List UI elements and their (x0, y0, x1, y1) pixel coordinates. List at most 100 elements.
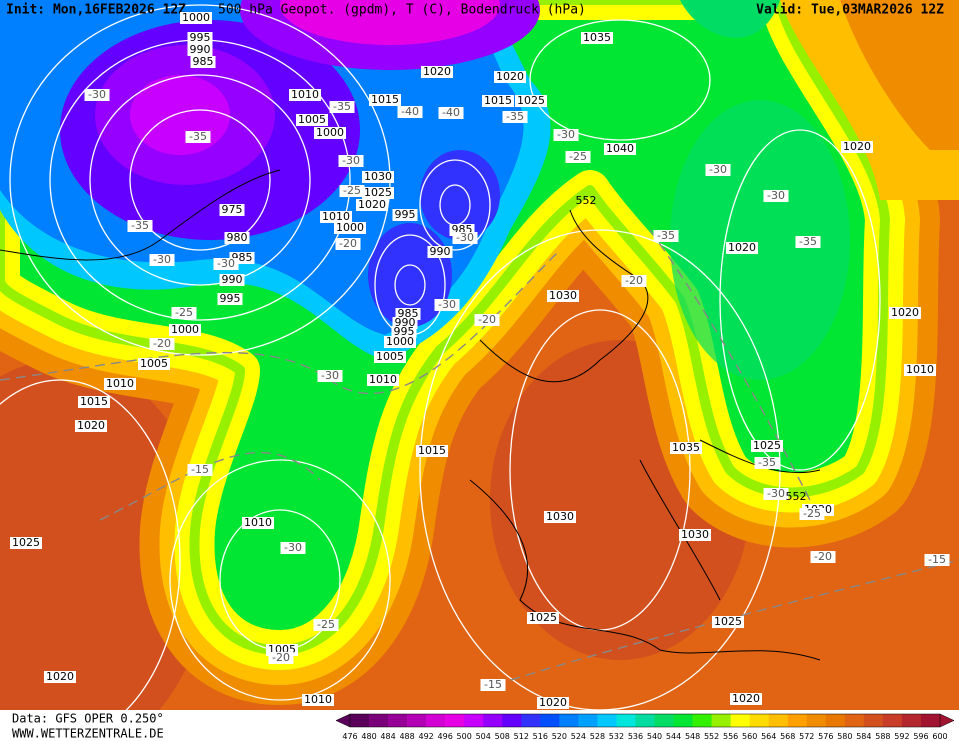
pressure-label: 1000 (316, 126, 344, 139)
colorbar-bin (597, 714, 617, 727)
pressure-label: 1000 (386, 335, 414, 348)
temperature-label: -15 (484, 678, 502, 691)
pressure-label-bg (219, 274, 245, 286)
pressure-label: 1020 (423, 65, 451, 78)
temperature-label-bg (452, 232, 478, 244)
pressure-label-bg (217, 293, 243, 305)
pressure-label-bg (320, 211, 352, 223)
temperature-label-bg (474, 314, 500, 326)
pressure-label-bg (302, 694, 334, 706)
data-source: Data: GFS OPER 0.250° (12, 712, 164, 726)
pressure-label-bg (104, 378, 136, 390)
colorbar-bin (730, 714, 750, 727)
pressure-label: 1010 (244, 516, 272, 529)
temperature-label-bg (397, 106, 423, 118)
temperature-label: -20 (339, 237, 357, 250)
pressure-label: 990 (430, 245, 451, 258)
pressure-label-bg (604, 143, 636, 155)
pressure-label-bg (78, 396, 110, 408)
height-label: 552 (786, 490, 807, 503)
colorbar-tick-label: 576 (818, 732, 833, 741)
pressure-label: 975 (222, 203, 243, 216)
pressure-label: 1015 (371, 93, 399, 106)
temperature-label-bg (127, 220, 153, 232)
temperature-label: -35 (657, 229, 675, 242)
colorbar-tick-label: 560 (742, 732, 757, 741)
pressure-label: 995 (220, 292, 241, 305)
pressure-label: 990 (190, 43, 211, 56)
temperature-label: -35 (506, 110, 524, 123)
pressure-label-bg (296, 114, 328, 126)
temperature-label: -20 (478, 313, 496, 326)
colorbar-tick-label: 592 (894, 732, 909, 741)
colorbar-bin (844, 714, 865, 727)
pressure-label-bg (547, 290, 579, 302)
pressure-label: 1000 (182, 11, 210, 24)
temperature-label-bg (705, 164, 731, 176)
field-green (0, 0, 780, 38)
colorbar-tick-label: 564 (761, 732, 776, 741)
pressure-label: 1010 (369, 373, 397, 386)
pressure-label-bg (190, 56, 216, 68)
temperature-label: -30 (284, 541, 302, 554)
colorbar-tick-label: 476 (342, 732, 357, 741)
pressure-label-bg (527, 612, 559, 624)
pressure-label-bg (679, 529, 711, 541)
pressure-label-bg (581, 32, 613, 44)
temperature-label-bg (795, 236, 821, 248)
pressure-label-bg (314, 127, 346, 139)
pressure-label: 1020 (728, 241, 756, 254)
colorbar-tick-label: 568 (780, 732, 795, 741)
temperature-label: -30 (767, 189, 785, 202)
pressure-label: 995 (190, 31, 211, 44)
temperature-label: -15 (928, 553, 946, 566)
temperature-label: -30 (88, 88, 106, 101)
colorbar-tick-label: 512 (514, 732, 529, 741)
colorbar-tick-label: 548 (685, 732, 700, 741)
pressure-label-bg (10, 537, 42, 549)
pressure-label-bg (889, 307, 921, 319)
temperature-label-bg (84, 89, 110, 101)
pressure-label-bg (187, 44, 213, 56)
pressure-label: 1030 (546, 510, 574, 523)
pressure-label: 1020 (358, 198, 386, 211)
pressure-label: 1020 (843, 140, 871, 153)
pressure-label: 1035 (672, 441, 700, 454)
colorbar-bin (350, 714, 370, 727)
pressure-label-bg (482, 95, 514, 107)
temperature-label: -20 (272, 651, 290, 664)
colorbar-bin (654, 714, 674, 727)
pressure-label: 1025 (364, 186, 392, 199)
colorbar-tick-label: 572 (799, 732, 814, 741)
temperature-label-bg (763, 488, 789, 500)
pressure-label-bg (242, 517, 274, 529)
temperature-label-bg (502, 111, 528, 123)
field-green (670, 100, 850, 380)
colorbar-tick-label: 500 (457, 732, 472, 741)
temperature-label-bg (438, 107, 464, 119)
pressure-label-bg (362, 171, 394, 183)
temperature-label-bg (799, 508, 825, 520)
temperature-label-bg (268, 652, 294, 664)
pressure-label: 985 (398, 307, 419, 320)
pressure-label: 1020 (732, 692, 760, 705)
colorbar-tick-label: 556 (723, 732, 738, 741)
pressure-label-bg (712, 616, 744, 628)
temperature-label: -25 (803, 507, 821, 520)
pressure-label-bg (904, 364, 936, 376)
colorbar-bin (920, 714, 941, 727)
temperature-label-bg (924, 554, 950, 566)
temperature-label-bg (329, 101, 355, 113)
colorbar-bin (464, 714, 484, 727)
pressure-label: 1010 (106, 377, 134, 390)
pressure-label: 1020 (77, 419, 105, 432)
colorbar-bin (407, 714, 427, 727)
temperature-label: -25 (175, 306, 193, 319)
field-magenta (280, 0, 500, 45)
colorbar-tick-label: 484 (380, 732, 395, 741)
field-purple (130, 75, 230, 155)
colorbar-tick-label: 544 (666, 732, 681, 741)
pressure-label: 1005 (140, 357, 168, 370)
